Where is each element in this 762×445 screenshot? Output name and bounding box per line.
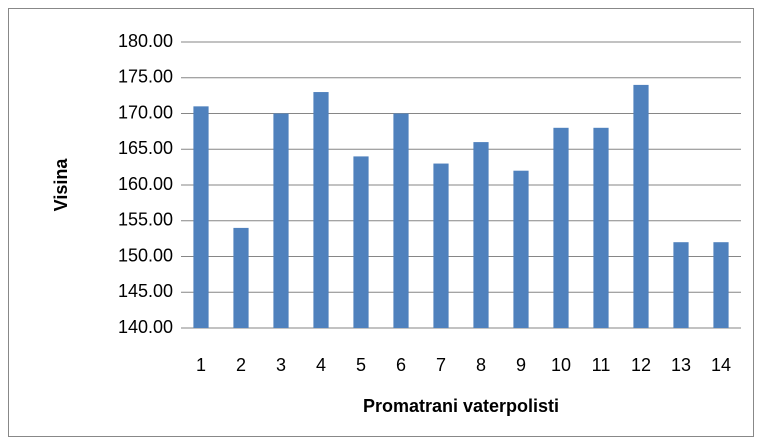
x-axis-title: Promatrani vaterpolisti (363, 396, 559, 416)
bar (673, 242, 689, 328)
bar (593, 127, 609, 328)
x-tick-label: 12 (631, 355, 651, 375)
x-tick-label: 9 (516, 355, 526, 375)
x-tick-label: 4 (316, 355, 326, 375)
x-tick-label: 8 (476, 355, 486, 375)
y-tick-label: 145.00 (118, 281, 173, 301)
x-tick-label: 1 (196, 355, 206, 375)
bar (633, 84, 649, 329)
y-tick-label: 140.00 (118, 317, 173, 337)
bar (553, 127, 569, 328)
y-tick-label: 175.00 (118, 67, 173, 87)
x-tick-label: 14 (711, 355, 731, 375)
y-tick-label: 160.00 (118, 174, 173, 194)
bar (313, 92, 329, 328)
x-tick-label: 3 (276, 355, 286, 375)
y-axis-title: Visina (51, 158, 71, 212)
y-tick-label: 180.00 (118, 31, 173, 51)
y-tick-label: 170.00 (118, 102, 173, 122)
x-tick-label: 2 (236, 355, 246, 375)
bar (473, 142, 489, 328)
bar (433, 163, 449, 328)
y-tick-label: 165.00 (118, 138, 173, 158)
bar (713, 242, 729, 328)
x-tick-label: 5 (356, 355, 366, 375)
x-tick-label: 10 (551, 355, 571, 375)
bar (193, 106, 209, 328)
chart-frame (8, 8, 754, 437)
bar (513, 170, 529, 328)
x-tick-label: 11 (592, 355, 611, 375)
x-tick-label: 7 (436, 355, 446, 375)
bar (273, 113, 289, 328)
bar (353, 156, 369, 328)
y-tick-label: 150.00 (118, 245, 173, 265)
x-tick-label: 13 (671, 355, 691, 375)
bar (393, 113, 409, 328)
x-tick-label: 6 (396, 355, 406, 375)
y-tick-label: 155.00 (118, 210, 173, 230)
bar (233, 227, 249, 328)
